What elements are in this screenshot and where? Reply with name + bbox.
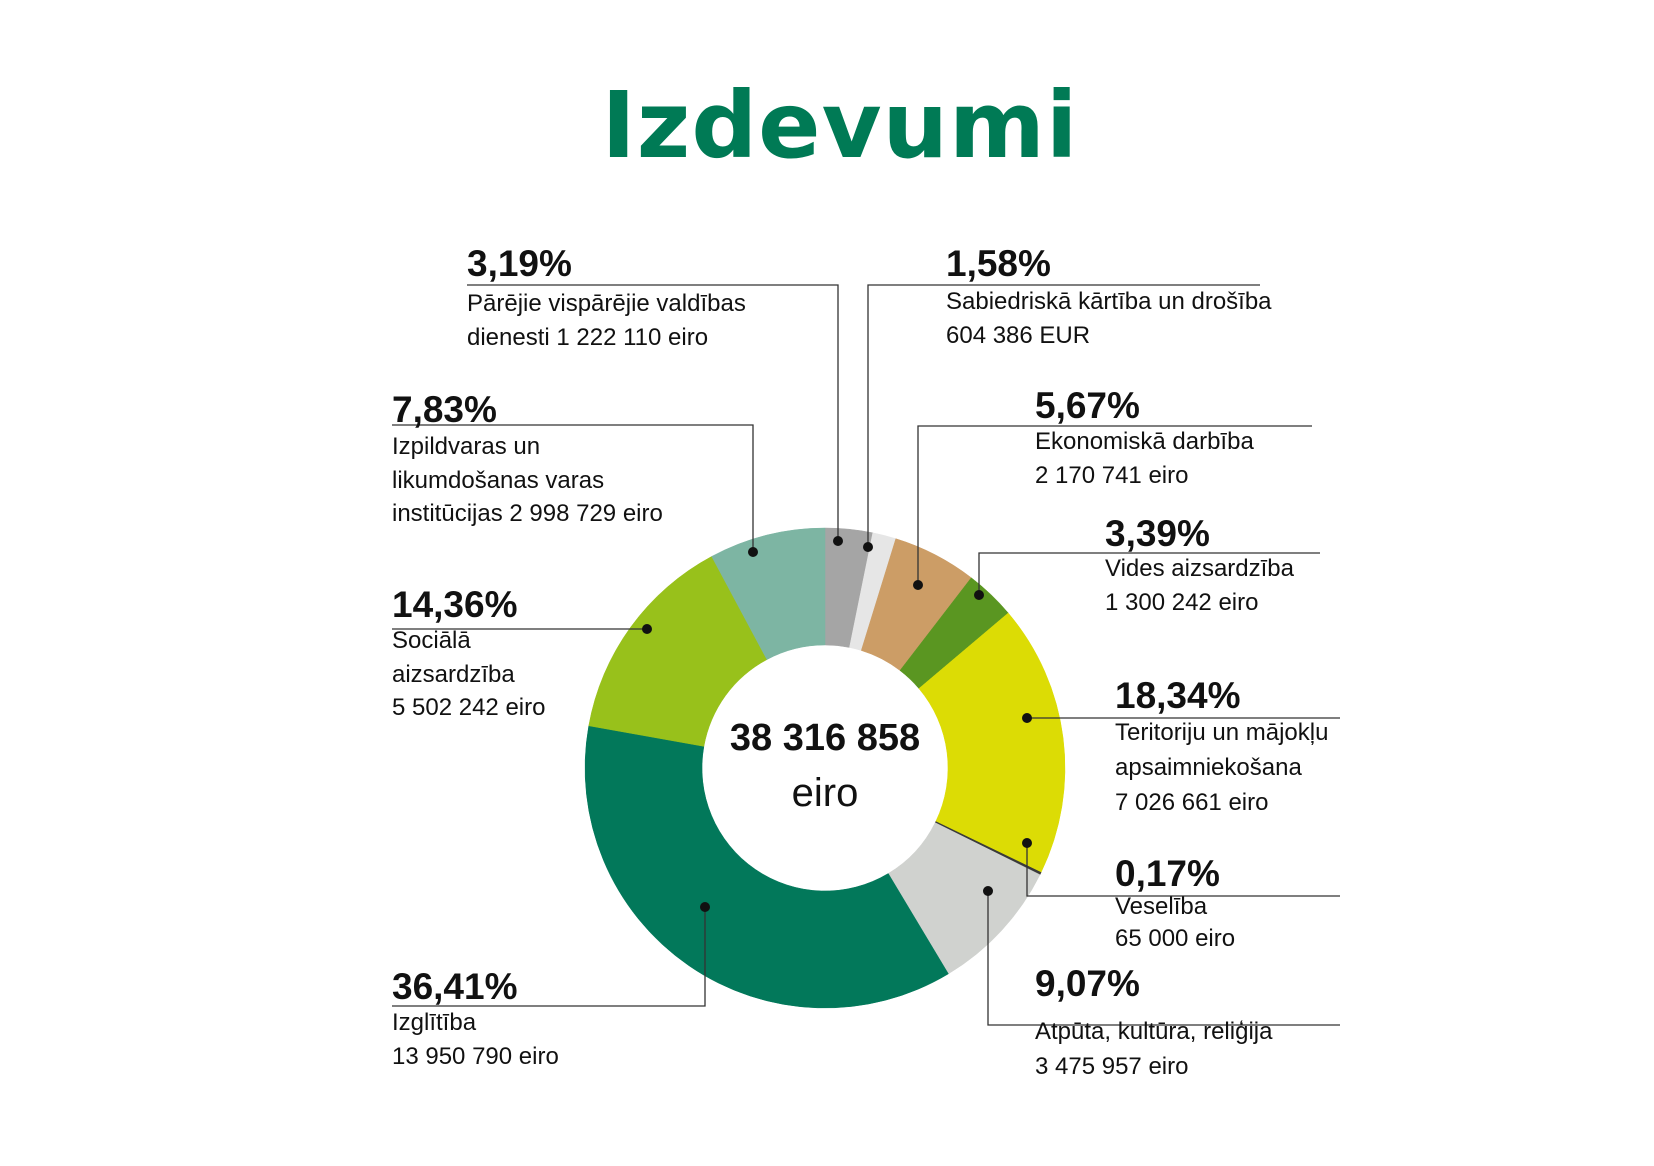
leader-dot-education [700,902,710,912]
leader-dot-social [642,624,652,634]
label-public-order: 1,58% Sabiedriskā kārtība un drošība 604… [946,244,1272,352]
leader-line-public_order [867,284,1260,547]
donut-slice-housing [918,612,1066,873]
center-unit: eiro [791,771,859,815]
leader-dot-recreation [983,886,993,896]
leader-dot-housing [1022,713,1032,723]
leader-line-recreation [987,891,1340,1026]
leader-dot-economic [913,580,923,590]
slice-description: Atpūta, kultūra, reliģija 3 475 957 eiro [1035,1018,1273,1080]
slice-description: Veselība 65 000 eiro [1115,893,1236,952]
center-total: 38 316 858 [729,717,921,759]
leader-line-environment [978,552,1320,595]
leader-dot-health [1022,838,1032,848]
leader-dot-executive [748,547,758,557]
slice-percent: 18,34% [1115,675,1241,716]
slice-description: Ekonomiskā darbība 2 170 741 eiro [1035,428,1254,489]
slice-percent: 5,67% [1035,385,1140,426]
leader-line-executive [392,424,754,552]
slice-description: Sociālā aizsardzība 5 502 242 eiro [392,627,546,721]
label-education: 36,41% Izglītība 13 950 790 eiro [392,967,559,1073]
label-health: 0,17% Veselība 65 000 eiro [1115,854,1235,955]
leader-dot-public_services [833,536,843,546]
slice-percent: 7,83% [392,389,497,430]
slice-percent: 36,41% [392,966,518,1007]
label-executive: 7,83% Izpildvaras un likumdošanas varas … [392,390,663,531]
label-environment: 3,39% Vides aizsardzība 1 300 242 eiro [1105,514,1294,619]
label-housing: 18,34% Teritoriju un mājokļu apsaimnieko… [1115,676,1328,820]
leader-dot-public_order [863,542,873,552]
slice-description: Sabiedriskā kārtība un drošība 604 386 E… [946,288,1272,349]
leader-lines [392,284,1340,1026]
leader-dot-environment [974,590,984,600]
leader-line-public_services [467,284,839,541]
label-recreation: 9,07% Atpūta, kultūra, reliģija 3 475 95… [1035,964,1272,1084]
label-public-services: 3,19% Pārējie vispārējie valdības dienes… [467,244,746,354]
leader-line-economic [917,425,1312,585]
donut-slice-executive [711,527,826,660]
slice-percent: 3,39% [1105,513,1210,554]
slice-percent: 0,17% [1115,853,1220,894]
donut-slices [584,527,1066,1009]
slice-description: Pārējie vispārējie valdības dienesti 1 2… [467,290,746,351]
leader-line-education [392,907,706,1007]
slice-description: Izglītība 13 950 790 eiro [392,1009,559,1070]
page-title: Izdevumi [601,72,1079,179]
leader-line-health [1026,843,1340,897]
label-social: 14,36% Sociālā aizsardzība 5 502 242 eir… [392,585,545,725]
donut-slice-education [584,725,949,1009]
slice-description: Teritoriju un mājokļu apsaimniekošana 7 … [1115,719,1329,816]
slice-description: Izpildvaras un likumdošanas varas instit… [392,433,663,527]
slice-percent: 1,58% [946,243,1051,284]
label-economic: 5,67% Ekonomiskā darbība 2 170 741 eiro [1035,386,1254,492]
slice-percent: 3,19% [467,243,572,284]
slice-description: Vides aizsardzība 1 300 242 eiro [1105,555,1294,616]
slice-percent: 14,36% [392,584,518,625]
slice-percent: 9,07% [1035,963,1140,1004]
